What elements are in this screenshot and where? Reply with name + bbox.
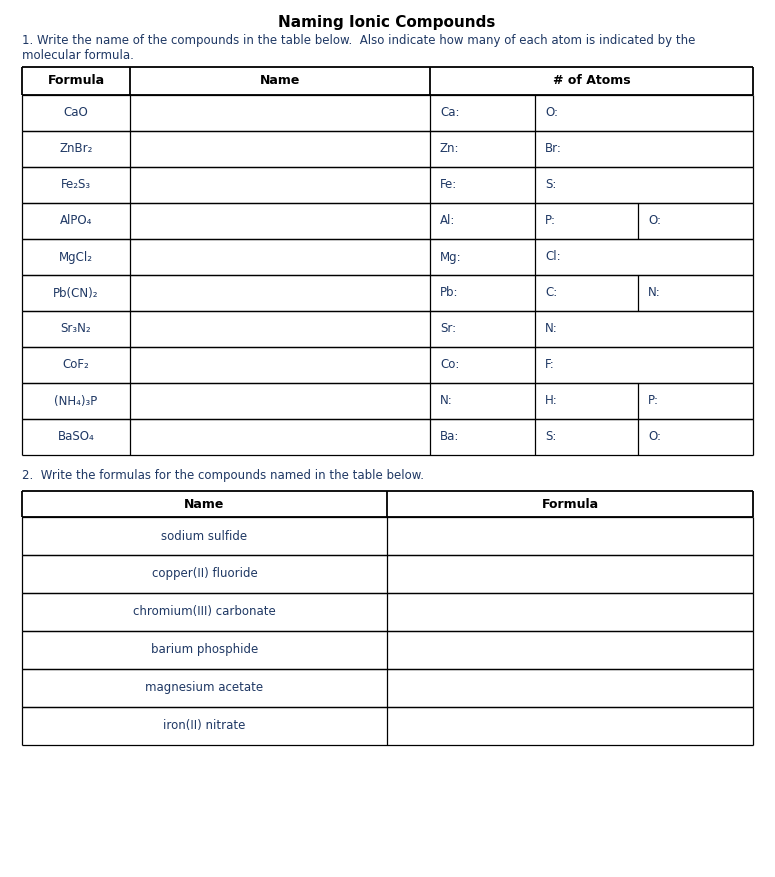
Text: ZnBr₂: ZnBr₂ [60,142,93,155]
Text: C:: C: [545,287,557,300]
Text: Fe₂S₃: Fe₂S₃ [61,179,91,191]
Text: Naming Ionic Compounds: Naming Ionic Compounds [278,15,496,30]
Text: Formula: Formula [47,75,105,88]
Text: S:: S: [545,431,556,444]
Text: F:: F: [545,359,555,372]
Text: O:: O: [648,215,661,227]
Text: barium phosphide: barium phosphide [151,644,258,657]
Text: Ba:: Ba: [440,431,460,444]
Text: copper(II) fluoride: copper(II) fluoride [152,567,257,581]
Text: Name: Name [260,75,300,88]
Text: Fe:: Fe: [440,179,457,191]
Text: Br:: Br: [545,142,562,155]
Text: Sr:: Sr: [440,323,456,336]
Text: N:: N: [545,323,558,336]
Text: Mg:: Mg: [440,251,462,263]
Text: Ca:: Ca: [440,106,460,119]
Text: P:: P: [545,215,556,227]
Text: 1. Write the name of the compounds in the table below.  Also indicate how many o: 1. Write the name of the compounds in th… [22,34,695,62]
Text: # of Atoms: # of Atoms [553,75,630,88]
Text: Al:: Al: [440,215,456,227]
Text: N:: N: [440,395,453,408]
Text: BaSO₄: BaSO₄ [57,431,95,444]
Text: O:: O: [648,431,661,444]
Text: magnesium acetate: magnesium acetate [146,681,264,695]
Text: chromium(III) carbonate: chromium(III) carbonate [133,605,276,618]
Text: 2.  Write the formulas for the compounds named in the table below.: 2. Write the formulas for the compounds … [22,469,424,482]
Text: Cl:: Cl: [545,251,560,263]
Text: AlPO₄: AlPO₄ [60,215,92,227]
Text: Pb:: Pb: [440,287,459,300]
Text: Formula: Formula [542,497,598,510]
Text: S:: S: [545,179,556,191]
Text: CoF₂: CoF₂ [63,359,89,372]
Text: MgCl₂: MgCl₂ [59,251,93,263]
Text: (NH₄)₃P: (NH₄)₃P [54,395,98,408]
Text: CaO: CaO [64,106,88,119]
Text: O:: O: [545,106,558,119]
Text: sodium sulfide: sodium sulfide [161,530,247,543]
Text: Pb(CN)₂: Pb(CN)₂ [53,287,98,300]
Text: Sr₃N₂: Sr₃N₂ [60,323,91,336]
Text: H:: H: [545,395,558,408]
Text: Co:: Co: [440,359,460,372]
Text: Zn:: Zn: [440,142,460,155]
Text: N:: N: [648,287,661,300]
Text: iron(II) nitrate: iron(II) nitrate [164,719,246,732]
Text: Name: Name [184,497,225,510]
Text: P:: P: [648,395,659,408]
